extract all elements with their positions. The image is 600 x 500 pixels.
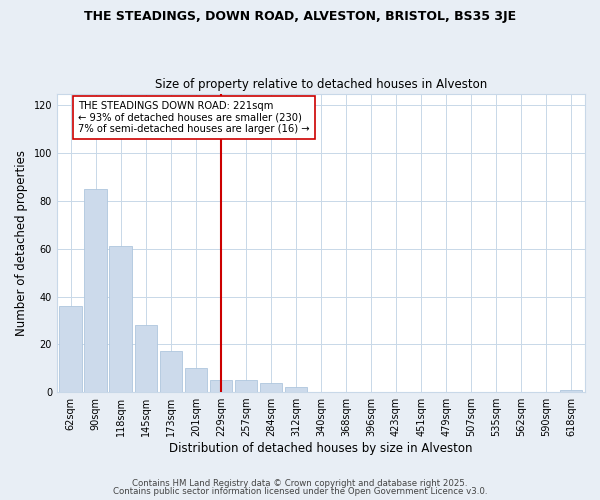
Bar — [85, 189, 107, 392]
Title: Size of property relative to detached houses in Alveston: Size of property relative to detached ho… — [155, 78, 487, 91]
Text: THE STEADINGS, DOWN ROAD, ALVESTON, BRISTOL, BS35 3JE: THE STEADINGS, DOWN ROAD, ALVESTON, BRIS… — [84, 10, 516, 23]
Y-axis label: Number of detached properties: Number of detached properties — [15, 150, 28, 336]
Text: Contains HM Land Registry data © Crown copyright and database right 2025.: Contains HM Land Registry data © Crown c… — [132, 478, 468, 488]
Bar — [260, 382, 282, 392]
Bar — [209, 380, 232, 392]
Bar — [560, 390, 583, 392]
Bar — [134, 325, 157, 392]
X-axis label: Distribution of detached houses by size in Alveston: Distribution of detached houses by size … — [169, 442, 473, 455]
Text: THE STEADINGS DOWN ROAD: 221sqm
← 93% of detached houses are smaller (230)
7% of: THE STEADINGS DOWN ROAD: 221sqm ← 93% of… — [78, 100, 310, 134]
Bar — [59, 306, 82, 392]
Bar — [235, 380, 257, 392]
Bar — [284, 388, 307, 392]
Bar — [160, 352, 182, 392]
Bar — [185, 368, 207, 392]
Bar — [109, 246, 132, 392]
Text: Contains public sector information licensed under the Open Government Licence v3: Contains public sector information licen… — [113, 487, 487, 496]
